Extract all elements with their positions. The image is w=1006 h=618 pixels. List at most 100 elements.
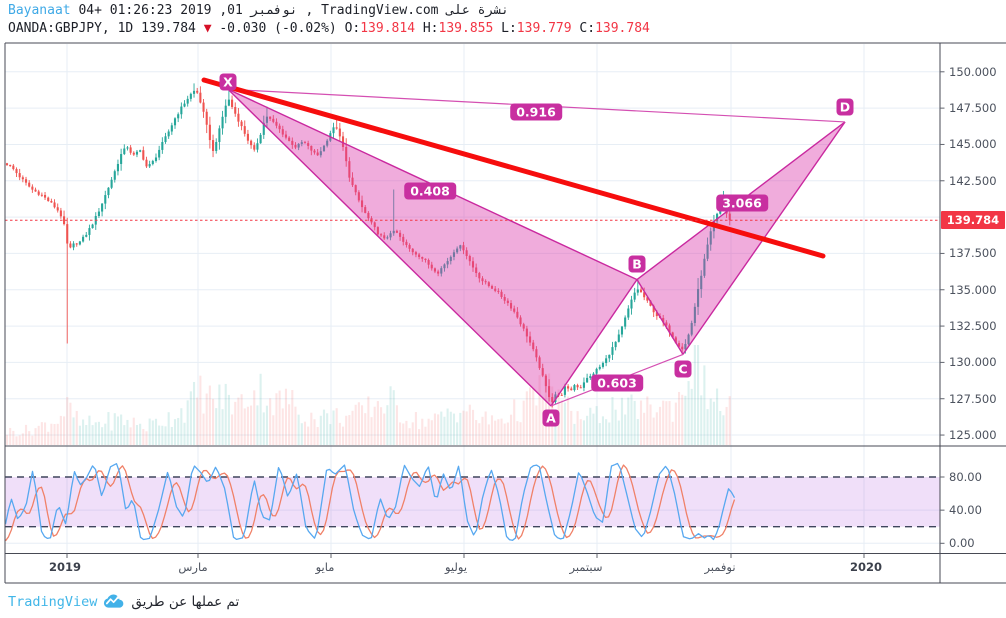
candle-body [288,137,291,141]
volume-bar [706,409,709,445]
volume-bar [567,396,570,445]
volume-bar [538,375,541,445]
volume-bar [529,387,532,445]
candle-body [164,136,167,143]
pattern-ratio-label[interactable]: 0.408 [404,182,456,200]
pattern-edge[interactable] [636,279,684,355]
pattern-ratio-label[interactable]: 0.603 [591,374,643,392]
pattern-point-label-D[interactable]: D [836,98,854,116]
candle-body [639,289,643,293]
candle-body [116,163,119,172]
candle-body [617,334,620,342]
author-link[interactable]: Bayanaat [8,3,71,18]
tradingview-link[interactable]: TradingView [8,594,98,610]
volume-layer [5,345,731,445]
candle-body [231,99,234,107]
candle-body [253,145,256,150]
pattern-point-label-B[interactable]: B [628,255,646,273]
candle-body [538,357,541,369]
volume-bar [183,422,186,445]
pattern-fill-xab [228,89,637,406]
volume-bar [189,391,192,445]
volume-bar [82,419,85,445]
candle-body [500,291,503,297]
candle-body [433,268,436,272]
candle-body [85,234,88,237]
time-axis-label: مارس [178,560,208,574]
volume-bar [703,365,706,445]
pattern-ratio-label[interactable]: 3.066 [716,194,768,212]
candle-body [351,177,354,186]
volume-bar [563,402,566,445]
candle-body [142,150,145,160]
volume-bar [341,426,345,445]
time-axis-label: 2020 [849,560,882,574]
stochastic-layer [4,462,940,542]
candle-body [12,165,15,170]
volume-bar [145,431,148,445]
candle-body [313,150,316,153]
volume-bar [516,421,519,445]
candle-body [322,145,326,152]
volume-bar [75,410,78,445]
frame-layer [4,42,1006,584]
candle-body [215,142,218,151]
pattern-edge[interactable] [227,88,552,407]
volume-bar [655,412,658,445]
volume-bar [582,420,585,445]
candle-body [297,143,300,148]
pattern-point-label-X[interactable]: X [219,73,237,91]
volume-bar [459,412,462,445]
volume-bar [367,396,370,445]
volume-bar [12,430,15,445]
volume-bar [376,401,379,445]
pattern-ratio-label[interactable]: 0.916 [510,103,562,121]
candle-body [579,387,582,389]
volume-bar [313,419,316,445]
candle-body [183,103,186,107]
last-price: 139.784 [141,21,196,36]
volume-bar [719,410,722,445]
candle-body [148,164,151,167]
candle-body [259,134,262,144]
volume-bar [649,404,652,445]
candle-body [335,127,338,129]
volume-bar [421,418,424,445]
candle-body [405,241,408,246]
high-label: H: [422,21,439,36]
candle-body [43,194,47,198]
pattern-point-label-A[interactable]: A [542,409,560,427]
volume-bar [586,415,589,445]
pattern-layer [227,88,846,407]
volume-bar [402,423,405,445]
candle-body [34,189,37,192]
candle-body [383,235,386,239]
candle-body [303,142,307,144]
volume-bar [107,412,110,445]
volume-bar [681,394,684,445]
candle-body [284,134,288,138]
candle-body [465,250,468,256]
volume-bar [519,422,522,445]
volume-bar [250,405,253,445]
volume-bar [322,409,326,445]
volume-bar [677,391,681,445]
volume-bar [601,416,605,445]
volume-bar [186,400,189,445]
price-axis-label: 145.000 [949,137,997,152]
volume-bar [725,406,728,445]
volume-bar [576,411,579,445]
volume-bar [275,393,278,445]
symbol-name[interactable]: OANDA:GBPJPY, 1D [8,21,134,36]
trend-line[interactable] [201,77,826,259]
stoch-axis-label: 40.00 [949,503,982,518]
tradingview-logo-icon [102,592,126,613]
candle-body [630,299,633,309]
time-axis-label: سبتمبر [569,560,603,574]
candle-body [649,300,652,306]
pattern-point-label-C[interactable]: C [674,360,692,378]
pattern-edge[interactable] [550,279,638,407]
volume-bar [291,390,294,445]
volume-bar [9,427,12,445]
